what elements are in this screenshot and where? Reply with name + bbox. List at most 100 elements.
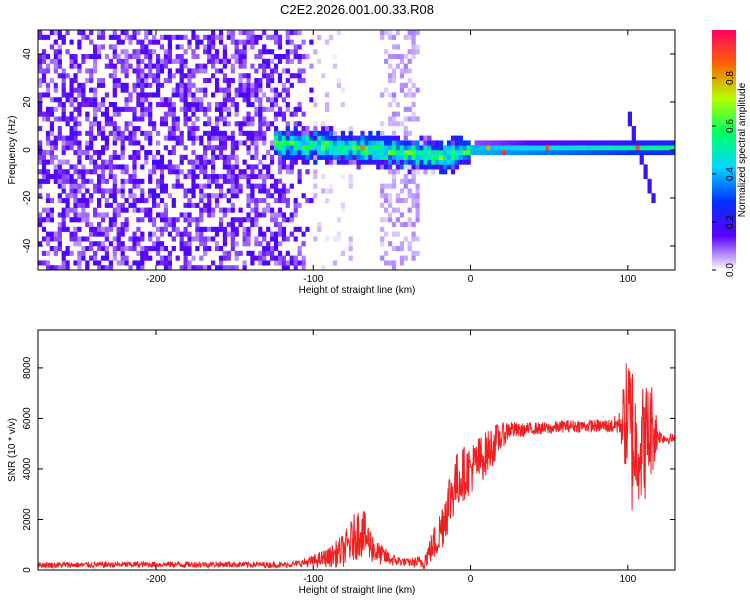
heatmap-cell	[57, 44, 62, 50]
heatmap-cell	[65, 198, 70, 204]
heatmap-cell	[659, 150, 664, 156]
heatmap-cell	[277, 178, 283, 184]
heatmap-cell	[305, 154, 310, 160]
heatmap-cell	[124, 126, 129, 132]
heatmap-cell	[195, 183, 200, 189]
heatmap-cell	[203, 49, 208, 55]
heatmap-cell	[108, 154, 113, 160]
heatmap-cell	[301, 54, 306, 60]
heatmap-cell	[250, 183, 255, 189]
heatmap-cell	[81, 30, 86, 36]
heatmap-cell	[270, 87, 275, 93]
heatmap-cell	[270, 140, 275, 146]
heatmap-cell	[124, 178, 129, 184]
heatmap-cell	[49, 217, 54, 223]
heatmap-cell	[81, 255, 86, 261]
heatmap-cell	[61, 212, 66, 218]
heatmap-cell	[293, 135, 298, 141]
heatmap-cell	[258, 241, 263, 247]
heatmap-cell	[97, 241, 102, 247]
heatmap-cell	[195, 164, 200, 170]
heatmap-cell	[61, 145, 66, 151]
heatmap-cell	[85, 150, 90, 156]
heatmap-cell	[297, 130, 302, 136]
heatmap-cell	[53, 30, 58, 36]
heatmap-cell	[399, 255, 404, 261]
heatmap-cell	[144, 106, 149, 112]
heatmap-cell	[435, 159, 440, 165]
heatmap-cell	[281, 231, 286, 237]
heatmap-cell	[45, 135, 51, 141]
heatmap-cell	[517, 150, 522, 156]
heatmap-cell	[73, 188, 78, 194]
heatmap-cell	[462, 145, 467, 151]
heatmap-cell	[77, 102, 82, 108]
heatmap-cell	[407, 49, 412, 55]
heatmap-cell	[61, 178, 66, 184]
heatmap-cell	[195, 106, 200, 112]
heatmap-cell	[57, 231, 62, 237]
heatmap-cell	[179, 44, 184, 50]
heatmap-cell	[116, 164, 121, 170]
heatmap-cell	[348, 140, 353, 146]
heatmap-cell	[85, 260, 90, 266]
heatmap-cell	[639, 150, 644, 156]
heatmap-cell	[384, 30, 389, 36]
heatmap-cell	[136, 82, 141, 88]
heatmap-cell	[281, 217, 286, 223]
heatmap-cell	[384, 193, 389, 199]
heatmap-cell	[85, 154, 90, 160]
heatmap-cell	[623, 140, 629, 146]
heatmap-cell	[179, 63, 184, 69]
heatmap-cell	[136, 140, 141, 146]
heatmap-cell	[128, 34, 133, 40]
heatmap-cell	[100, 246, 106, 252]
heatmap-cell	[659, 145, 664, 151]
heatmap-cell	[132, 193, 137, 199]
heatmap-cell	[152, 63, 157, 69]
heatmap-cell	[415, 217, 420, 223]
heatmap-cell	[187, 87, 192, 93]
heatmap-cell	[128, 174, 133, 180]
heatmap-cell	[388, 135, 393, 141]
heatmap-cell	[270, 207, 275, 213]
heatmap-cell	[281, 87, 286, 93]
heatmap-cell	[57, 178, 62, 184]
heatmap-cell	[226, 169, 231, 175]
heatmap-cell	[187, 241, 192, 247]
heatmap-cell	[73, 198, 78, 204]
heatmap-cell	[144, 111, 149, 117]
heatmap-cell	[132, 126, 137, 132]
heatmap-cell	[136, 178, 141, 184]
heatmap-cell	[250, 121, 255, 127]
heatmap-cell	[120, 226, 125, 232]
heatmap-cell	[152, 154, 157, 160]
heatmap-cell	[38, 111, 43, 117]
heatmap-cell	[285, 92, 290, 98]
heatmap-cell	[273, 145, 279, 151]
heatmap-cell	[234, 174, 239, 180]
heatmap-cell	[407, 159, 412, 165]
heatmap-cell	[631, 135, 636, 141]
heatmap-cell	[462, 159, 467, 165]
heatmap-cell	[132, 236, 137, 242]
heatmap-cell	[631, 126, 636, 132]
heatmap-cell	[152, 34, 157, 40]
heatmap-cell	[419, 140, 424, 146]
heatmap-cell	[226, 222, 231, 228]
heatmap-cell	[391, 260, 397, 266]
y-tick-label: 40	[22, 48, 33, 60]
heatmap-cell	[65, 246, 70, 252]
heatmap-cell	[45, 250, 51, 256]
heatmap-cell	[266, 188, 271, 194]
heatmap-cell	[415, 250, 420, 256]
heatmap-cell	[120, 250, 125, 256]
heatmap-cell	[564, 140, 570, 146]
heatmap-cell	[195, 68, 200, 74]
heatmap-cell	[167, 231, 172, 237]
heatmap-cell	[140, 102, 145, 108]
heatmap-cell	[203, 174, 208, 180]
heatmap-cell	[175, 231, 180, 237]
heatmap-cell	[411, 145, 416, 151]
heatmap-cell	[246, 145, 251, 151]
